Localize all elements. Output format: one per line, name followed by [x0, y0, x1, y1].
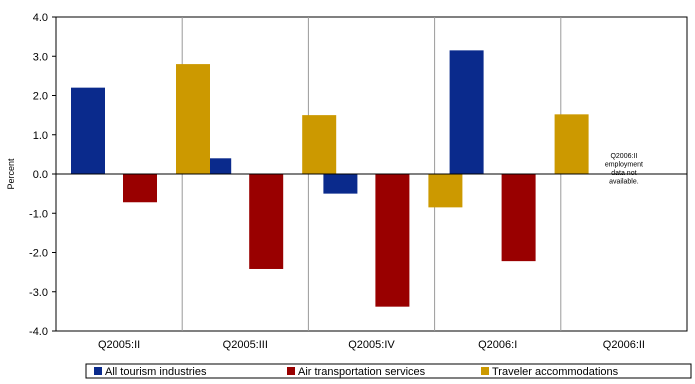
bar-1-1: [71, 87, 105, 174]
bar-3-4: [554, 114, 589, 174]
y-axis-label: Percent: [6, 158, 16, 190]
y-tick-label: 1.0: [33, 130, 48, 142]
legend-label: Air transportation services: [298, 366, 426, 378]
legend-label: Traveler accommodations: [492, 366, 619, 378]
legend-swatch: [287, 367, 295, 375]
bar-2-3: [375, 174, 410, 307]
bar-3-3: [428, 174, 463, 208]
bar-1-3: [323, 174, 358, 194]
bar-3-1: [176, 64, 210, 174]
legend-swatch: [481, 367, 489, 375]
annotation-line: Q2006:II: [610, 153, 637, 160]
annotation-line: data not: [611, 170, 636, 177]
y-tick-label: -4.0: [29, 326, 48, 338]
bar-1-4: [449, 50, 484, 174]
y-tick-label: 3.0: [33, 51, 48, 63]
legend-label: All tourism industries: [105, 366, 207, 378]
x-tick-label: Q2005:II: [98, 339, 140, 351]
bar-2-4: [501, 174, 536, 262]
x-tick-label: Q2005:IV: [348, 339, 395, 351]
x-tick-label: Q2006:I: [478, 339, 517, 351]
legend-swatch: [94, 367, 102, 375]
y-tick-label: 4.0: [33, 12, 48, 24]
bar-2-2: [249, 174, 284, 269]
bar-3-2: [302, 115, 337, 174]
y-tick-label: 2.0: [33, 91, 48, 103]
y-tick-label: 0.0: [33, 169, 48, 181]
y-tick-label: -3.0: [29, 287, 48, 299]
annotation-line: available.: [609, 179, 639, 186]
x-tick-label: Q2006:II: [603, 339, 645, 351]
annotation-line: employment: [605, 162, 643, 169]
y-tick-label: -2.0: [29, 248, 48, 260]
x-tick-label: Q2005:III: [223, 339, 268, 351]
legend-box: [85, 363, 692, 379]
y-tick-label: -1.0: [29, 208, 48, 220]
bar-2-1: [123, 174, 157, 203]
